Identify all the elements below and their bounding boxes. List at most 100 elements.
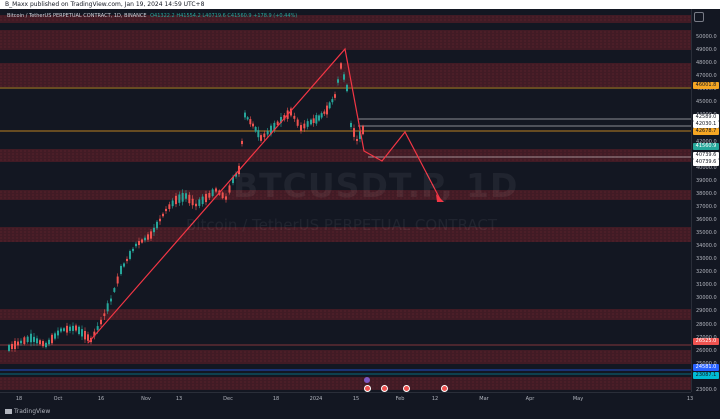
candle-body <box>337 79 339 83</box>
candle-body <box>215 188 217 192</box>
candle-body <box>60 328 62 332</box>
symbol-title: Bitcoin / TetherUS PERPETUAL CONTRACT, 1… <box>7 13 147 19</box>
candle-body <box>159 218 161 222</box>
candle-body <box>181 192 184 202</box>
candle-body <box>150 231 152 239</box>
candle-body <box>228 185 231 193</box>
candle-body <box>48 339 50 345</box>
candle-body <box>116 276 119 284</box>
economic-event-icon[interactable] <box>403 385 410 392</box>
price-tick-label: 27000.0 <box>696 335 717 341</box>
time-tick-label: 15 <box>352 396 360 402</box>
candle-body <box>283 115 286 120</box>
candle-body <box>359 131 361 139</box>
candle-body <box>120 265 122 275</box>
candle-body <box>334 94 336 98</box>
candle-body <box>23 337 26 345</box>
candle-body <box>84 330 86 340</box>
chart-pane[interactable] <box>0 9 691 392</box>
candle-body <box>42 341 44 347</box>
time-tick-label: Nov <box>141 396 151 402</box>
candle-body <box>249 119 252 125</box>
supply-zone <box>0 63 691 87</box>
candle-body <box>171 200 174 207</box>
price-tick-label: 38000.0 <box>696 190 717 197</box>
candle-body <box>346 84 348 92</box>
candle-body <box>126 258 128 262</box>
candle-body <box>11 343 13 350</box>
price-level-badge: 23087.1 <box>693 372 719 379</box>
projection-arrow-head <box>436 194 444 202</box>
candle-body <box>300 125 302 131</box>
candle-body <box>266 130 269 135</box>
watermark-description: Bitcoin / TetherUS PERPETUAL CONTRACT <box>186 216 498 234</box>
brand-label: TradingView <box>14 408 51 415</box>
chart-settings-icon[interactable] <box>694 12 704 22</box>
time-axis[interactable]: 18 Oct 16 Nov 13 Dec 18 2024 15 Feb 12 Mar Apr May 13 <box>0 392 693 407</box>
price-tick-label: 34000.0 <box>696 243 717 250</box>
candle-body <box>356 138 358 142</box>
candle-body <box>185 193 187 199</box>
supply-zone <box>0 350 691 364</box>
time-tick-label: 13 <box>175 396 183 402</box>
candle-body <box>290 108 292 116</box>
candle-body <box>225 196 227 200</box>
candle-body <box>320 113 323 118</box>
candle-body <box>93 331 96 337</box>
price-tick-label: 37000.0 <box>696 203 717 210</box>
candle-body <box>323 111 326 114</box>
price-tick-label: 23000.0 <box>696 386 717 393</box>
time-tick-label: Feb <box>395 396 405 402</box>
candle-body <box>312 118 315 123</box>
economic-event-icon[interactable] <box>364 385 371 392</box>
candle-body <box>326 105 328 115</box>
price-tick-label: 31000.0 <box>696 282 717 289</box>
candle-body <box>132 248 134 252</box>
time-tick-label: Oct <box>53 396 63 402</box>
candle-body <box>306 121 309 127</box>
candle-body <box>156 221 158 229</box>
candle-body <box>153 227 155 233</box>
candle-body <box>198 199 201 206</box>
price-tick-label: 32000.0 <box>696 269 717 276</box>
economic-event-icon[interactable] <box>381 385 388 392</box>
time-tick-label: Mar <box>479 396 489 402</box>
tradingview-logo[interactable]: TradingView <box>5 408 50 415</box>
candle-body <box>57 330 59 336</box>
candle-body <box>17 341 19 346</box>
candle-body <box>296 119 299 126</box>
price-tick-label: 36000.0 <box>696 216 717 223</box>
price-chart[interactable] <box>0 9 691 392</box>
price-level-badge: 26525.0 <box>693 338 719 345</box>
candle-body <box>26 336 29 343</box>
candle-body <box>30 333 32 343</box>
price-tick-label: 40000.0 <box>696 164 717 171</box>
candle-body <box>191 198 194 206</box>
publisher-text: B_Maxx published on TradingView.com, Jan… <box>5 1 205 8</box>
dividend-event-icon[interactable] <box>364 377 370 383</box>
candle-body <box>195 203 197 207</box>
candle-body <box>144 237 146 241</box>
candle-body <box>270 125 272 135</box>
candle-body <box>244 112 246 118</box>
price-level-badge: 42030.1 <box>693 121 719 128</box>
projection-path[interactable] <box>87 47 441 344</box>
candle-body <box>201 196 204 205</box>
time-tick-label: 12 <box>431 396 439 402</box>
economic-event-icon[interactable] <box>441 385 448 392</box>
price-tick-label: 35000.0 <box>696 230 717 237</box>
candle-body <box>276 121 279 126</box>
candle-body <box>165 208 167 212</box>
tradingview-mark-icon <box>5 409 12 414</box>
candle-body <box>235 173 237 177</box>
candle-body <box>263 133 266 138</box>
candle-body <box>175 195 177 205</box>
price-level-badge: 24581.0 <box>693 364 719 371</box>
price-axis[interactable]: 50000.0 49000.0 48000.0 47000.0 46000.0 45000… <box>691 9 720 393</box>
publisher-bar: B_Maxx published on TradingView.com, Jan… <box>0 0 720 9</box>
candle-body <box>8 345 10 351</box>
price-tick-label: 50000.0 <box>696 34 717 40</box>
time-tick-label: 18 <box>272 396 280 402</box>
candle-body <box>328 102 331 109</box>
candle-body <box>211 189 214 196</box>
